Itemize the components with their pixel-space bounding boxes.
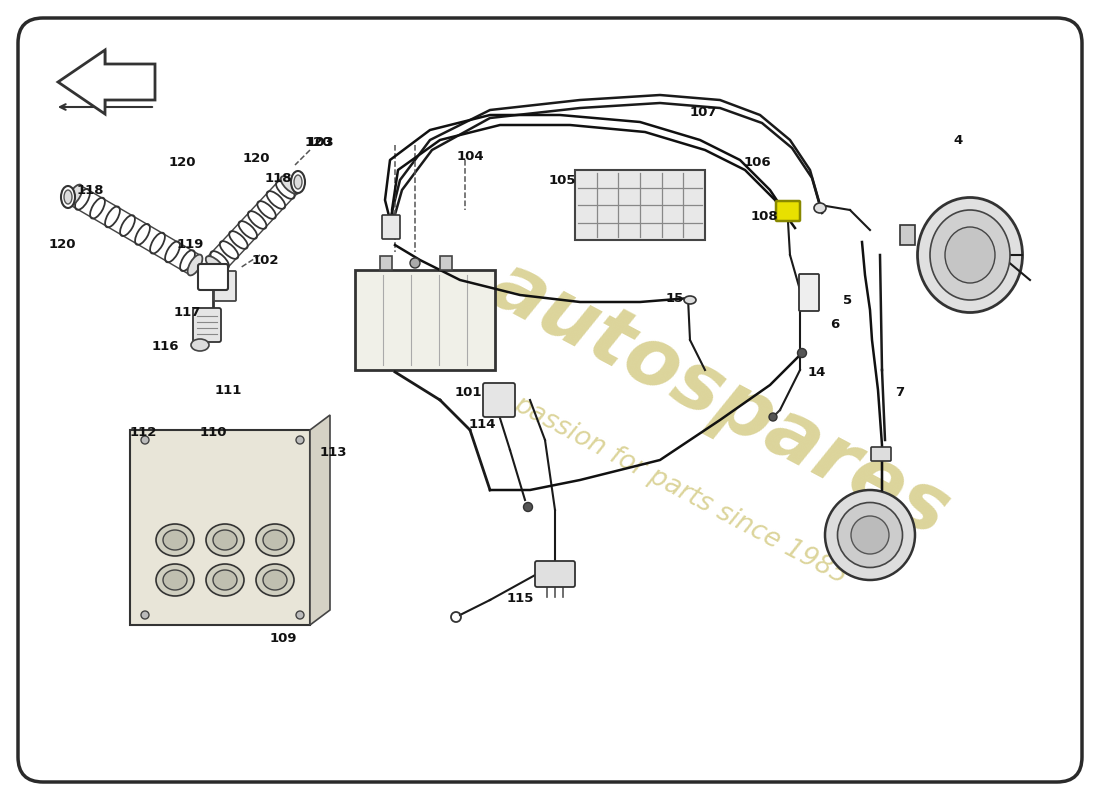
FancyBboxPatch shape (535, 561, 575, 587)
Text: 120: 120 (48, 238, 76, 250)
Text: 115: 115 (506, 591, 534, 605)
Text: 6: 6 (830, 318, 839, 331)
Ellipse shape (825, 490, 915, 580)
Polygon shape (62, 52, 152, 105)
Ellipse shape (213, 530, 236, 550)
Ellipse shape (524, 502, 532, 511)
Text: 14: 14 (807, 366, 826, 378)
Ellipse shape (292, 171, 305, 193)
Ellipse shape (64, 190, 72, 204)
Ellipse shape (917, 198, 1023, 313)
Polygon shape (130, 430, 310, 625)
Ellipse shape (163, 530, 187, 550)
Ellipse shape (60, 186, 75, 208)
Ellipse shape (188, 254, 202, 275)
Text: 113: 113 (319, 446, 346, 458)
Ellipse shape (256, 524, 294, 556)
Ellipse shape (410, 258, 420, 268)
Ellipse shape (294, 175, 302, 189)
Text: 109: 109 (270, 631, 297, 645)
Ellipse shape (67, 185, 82, 206)
Ellipse shape (798, 349, 806, 358)
Text: 4: 4 (954, 134, 962, 146)
Ellipse shape (191, 339, 209, 351)
Text: 120: 120 (168, 155, 196, 169)
Text: 15: 15 (666, 291, 684, 305)
Ellipse shape (296, 436, 304, 444)
Ellipse shape (263, 530, 287, 550)
Ellipse shape (296, 611, 304, 619)
Text: passion for parts since 1985: passion for parts since 1985 (509, 390, 851, 590)
Ellipse shape (837, 502, 902, 567)
Text: 116: 116 (152, 341, 178, 354)
Ellipse shape (256, 564, 294, 596)
Ellipse shape (814, 203, 826, 213)
Text: 107: 107 (690, 106, 717, 118)
FancyBboxPatch shape (379, 256, 392, 270)
Text: 120: 120 (242, 153, 270, 166)
Polygon shape (58, 50, 155, 114)
FancyBboxPatch shape (900, 225, 915, 245)
Text: 7: 7 (895, 386, 904, 398)
Text: 110: 110 (199, 426, 227, 438)
Ellipse shape (263, 570, 287, 590)
Text: 114: 114 (469, 418, 496, 431)
Text: 118: 118 (76, 183, 103, 197)
Ellipse shape (213, 570, 236, 590)
Text: 118: 118 (264, 171, 292, 185)
Ellipse shape (156, 524, 194, 556)
FancyBboxPatch shape (382, 215, 400, 239)
Text: 106: 106 (744, 155, 771, 169)
FancyBboxPatch shape (871, 447, 891, 461)
FancyBboxPatch shape (214, 271, 236, 301)
Ellipse shape (930, 210, 1010, 300)
Text: 103: 103 (306, 135, 333, 149)
Text: autospares: autospares (477, 246, 962, 554)
FancyBboxPatch shape (18, 18, 1082, 782)
Ellipse shape (206, 564, 244, 596)
Text: 117: 117 (174, 306, 200, 318)
Polygon shape (310, 415, 330, 625)
Ellipse shape (141, 436, 149, 444)
Ellipse shape (141, 611, 149, 619)
Ellipse shape (163, 570, 187, 590)
Text: 5: 5 (844, 294, 852, 306)
FancyBboxPatch shape (198, 264, 228, 290)
Text: 111: 111 (214, 383, 242, 397)
Ellipse shape (851, 516, 889, 554)
Ellipse shape (156, 564, 194, 596)
FancyBboxPatch shape (575, 170, 705, 240)
FancyBboxPatch shape (192, 308, 221, 342)
FancyBboxPatch shape (799, 274, 820, 311)
Text: 108: 108 (750, 210, 778, 222)
Text: 104: 104 (456, 150, 484, 162)
Ellipse shape (769, 413, 777, 421)
Ellipse shape (684, 296, 696, 304)
Ellipse shape (206, 256, 224, 274)
Text: 112: 112 (130, 426, 156, 438)
Text: 102: 102 (251, 254, 278, 266)
Ellipse shape (945, 227, 996, 283)
FancyBboxPatch shape (355, 270, 495, 370)
Text: 101: 101 (454, 386, 482, 398)
FancyBboxPatch shape (483, 383, 515, 417)
Ellipse shape (280, 176, 299, 194)
Text: 120: 120 (305, 135, 332, 149)
Text: 105: 105 (548, 174, 575, 186)
Ellipse shape (206, 524, 244, 556)
FancyBboxPatch shape (776, 201, 800, 221)
Text: 119: 119 (176, 238, 204, 250)
FancyBboxPatch shape (440, 256, 452, 270)
